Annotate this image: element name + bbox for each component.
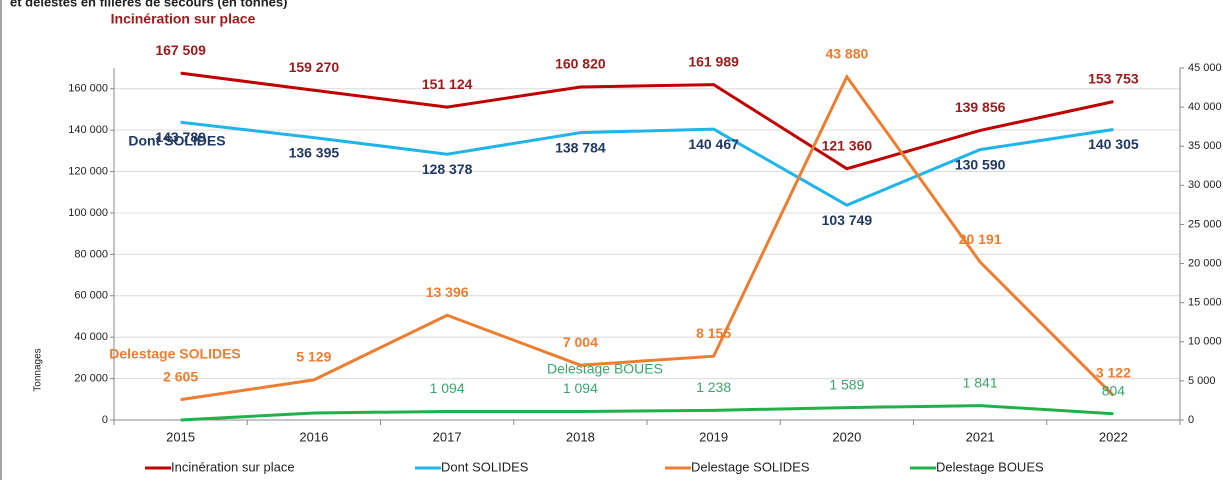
x-tick-label: 2016 [299, 429, 328, 444]
y-tick-label: 60 000 [74, 290, 108, 302]
data-label: 161 989 [688, 53, 739, 69]
legend-label: Delestage BOUES [936, 459, 1044, 474]
x-tick-label: 2018 [566, 429, 595, 444]
data-label: 1 094 [563, 380, 598, 396]
y2-tick-label: 0 [1188, 414, 1194, 426]
series-annotation: Incinération sur place [111, 11, 256, 27]
data-label: 1 238 [696, 379, 731, 395]
data-label: 136 395 [289, 144, 340, 160]
x-tick-label: 2019 [699, 429, 728, 444]
y2-tick-label: 25 000 [1188, 218, 1222, 230]
legend-label: Dont SOLIDES [441, 459, 529, 474]
series-annotation: Delestage SOLIDES [109, 346, 241, 362]
x-tick-label: 2015 [166, 429, 195, 444]
data-label: 140 467 [688, 136, 739, 152]
data-label: 121 360 [822, 137, 873, 153]
data-label: 130 590 [955, 156, 1006, 172]
y2-tick-label: 30 000 [1188, 179, 1222, 191]
data-label: 138 784 [555, 139, 606, 155]
data-label: 43 880 [825, 45, 868, 61]
x-tick-label: 2017 [433, 429, 462, 444]
y2-tick-label: 15 000 [1188, 297, 1222, 309]
y2-tick-label: 10 000 [1188, 336, 1222, 348]
y-tick-label: 140 000 [68, 124, 108, 136]
data-label: 8 155 [696, 325, 731, 341]
y-tick-label: 40 000 [74, 331, 108, 343]
data-label: 128 378 [422, 161, 473, 177]
data-label: 3 122 [1096, 364, 1131, 380]
data-label: 140 305 [1088, 136, 1139, 152]
y2-tick-label: 45 000 [1188, 62, 1222, 74]
y2-tick-label: 40 000 [1188, 101, 1222, 113]
y-tick-label: 120 000 [68, 165, 108, 177]
y2-tick-label: 5 000 [1188, 375, 1216, 387]
y2-tick-label: 35 000 [1188, 140, 1222, 152]
series-line [180, 71, 1114, 171]
data-label: 5 129 [296, 349, 331, 365]
y-tick-label: 0 [102, 414, 108, 426]
data-label: 804 [1102, 382, 1126, 398]
data-label: 1 589 [829, 376, 864, 392]
y-tick-label: 20 000 [74, 372, 108, 384]
series-line [180, 73, 1115, 402]
y-tick-label: 160 000 [68, 83, 108, 95]
data-label: 13 396 [426, 284, 469, 300]
y2-tick-label: 20 000 [1188, 257, 1222, 269]
y-tick-label: 80 000 [74, 248, 108, 260]
data-label: 143 789 [155, 129, 206, 145]
data-label: 159 270 [289, 59, 340, 75]
chart-title: et délestés en filières de secours (en t… [10, 0, 287, 9]
data-label: 139 856 [955, 99, 1006, 115]
legend-label: Incinération sur place [171, 459, 295, 474]
data-label: 2 605 [163, 368, 198, 384]
x-tick-label: 2022 [1099, 429, 1128, 444]
data-label: 1 094 [430, 380, 465, 396]
y-tick-label: 100 000 [68, 207, 108, 219]
legend-label: Delestage SOLIDES [691, 459, 810, 474]
data-label: 1 841 [963, 374, 998, 390]
data-label: 7 004 [563, 334, 598, 350]
x-tick-label: 2021 [966, 429, 995, 444]
data-label: 160 820 [555, 56, 606, 72]
data-label: 20 191 [959, 231, 1002, 247]
data-label: 153 753 [1088, 70, 1139, 86]
series-annotation: Dont SOLIDES [128, 133, 225, 149]
data-label: 151 124 [422, 76, 473, 92]
data-label: 167 509 [155, 42, 206, 58]
series-line [180, 120, 1114, 207]
y-axis-label: Tonnages [33, 348, 44, 391]
series-line [180, 404, 1114, 422]
data-label: 103 749 [822, 212, 873, 228]
x-tick-label: 2020 [832, 429, 861, 444]
